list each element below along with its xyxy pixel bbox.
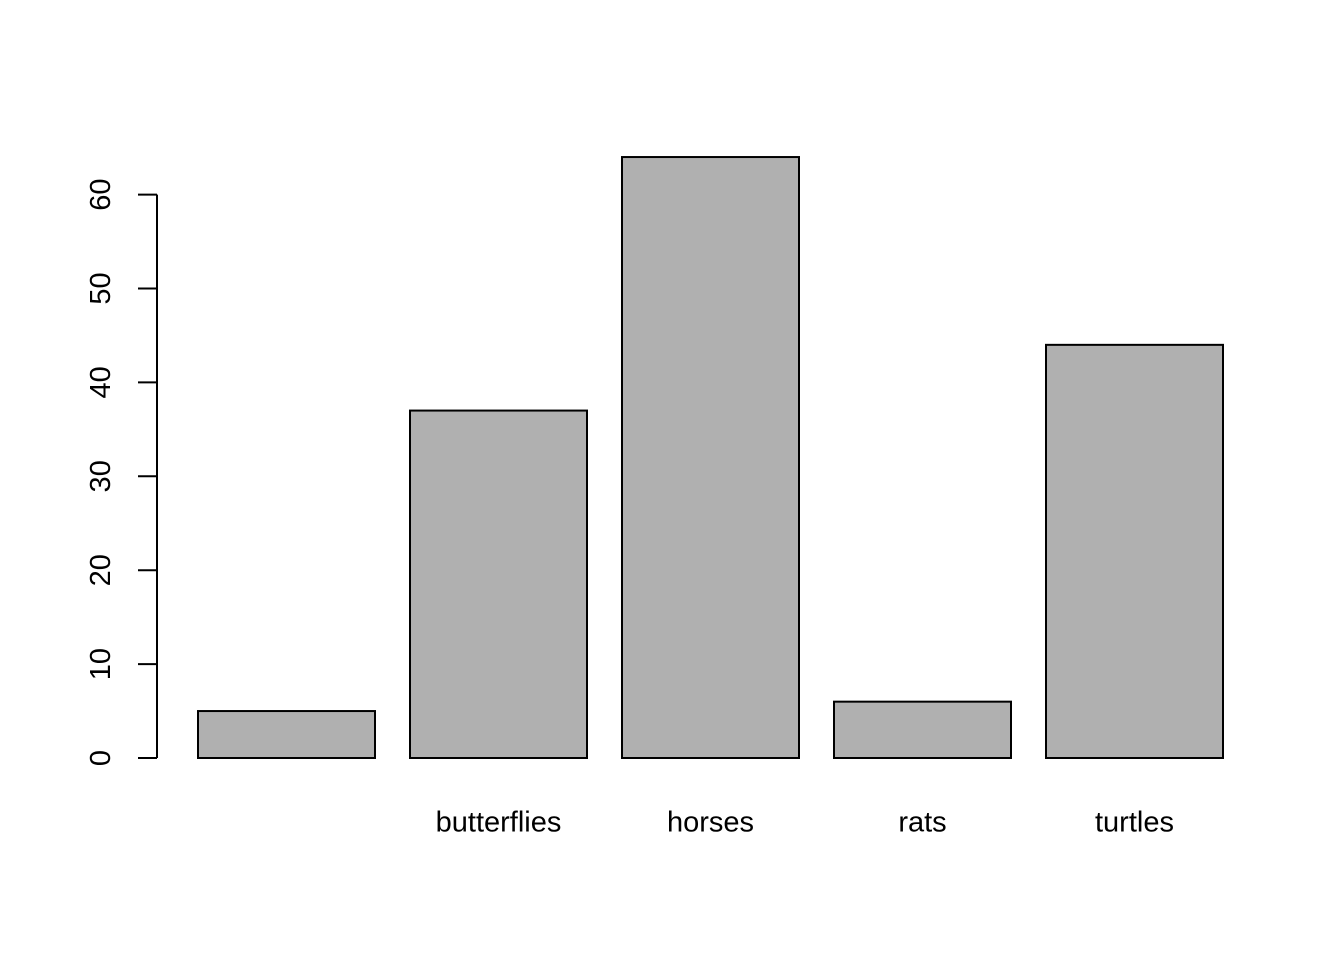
x-category-label: rats (898, 807, 946, 839)
category-labels: butterflies horses rats turtles (436, 807, 1174, 839)
x-category-label: turtles (1095, 807, 1174, 839)
bars (197, 156, 1224, 760)
bar-unlabeled (197, 710, 376, 759)
y-tick-label: 10 (85, 648, 117, 680)
y-tick-label: 20 (85, 554, 117, 586)
x-category-label: butterflies (436, 807, 562, 839)
y-tick-label: 50 (85, 272, 117, 304)
y-axis: 0 10 20 30 40 50 60 (85, 178, 158, 766)
y-tick-label: 0 (85, 750, 117, 766)
x-category-label: horses (667, 807, 754, 839)
y-tick-label: 60 (85, 178, 117, 210)
bar-turtles (1045, 343, 1224, 759)
bar-rats (833, 700, 1012, 759)
y-tick-label: 40 (85, 366, 117, 398)
bar-horses (621, 156, 800, 760)
y-tick-label: 30 (85, 460, 117, 492)
bar-butterflies (409, 409, 588, 759)
